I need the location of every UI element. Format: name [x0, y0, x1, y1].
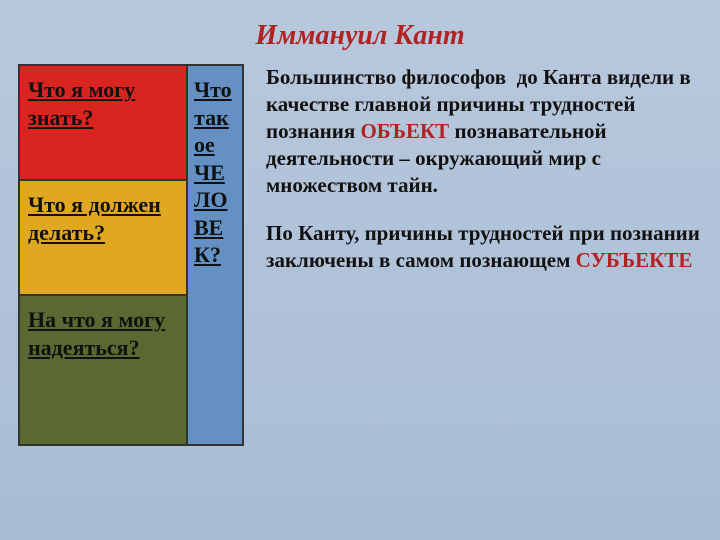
paragraph-2: По Канту, причины трудностей при познани… — [266, 220, 702, 274]
question-cell-1: Что я могу знать? — [19, 65, 187, 180]
question-cell-4: Что такое ЧЕЛОВЕК? — [187, 65, 243, 445]
questions-left-column: Что я могу знать? Что я должен делать? Н… — [19, 65, 187, 445]
p2-highlight: СУБЪЕКТЕ — [576, 248, 693, 272]
question-cell-3: На что я могу надеяться? — [19, 295, 187, 445]
questions-table: Что я могу знать? Что я должен делать? Н… — [18, 64, 244, 446]
paragraph-1: Большинство философов до Канта видели в … — [266, 64, 702, 198]
body-text: Большинство философов до Канта видели в … — [244, 64, 702, 446]
p1-highlight: ОБЪЕКТ — [360, 119, 449, 143]
content-area: Что я могу знать? Что я должен делать? Н… — [0, 64, 720, 446]
page-title: Иммануил Кант — [0, 0, 720, 64]
question-cell-2: Что я должен делать? — [19, 180, 187, 295]
